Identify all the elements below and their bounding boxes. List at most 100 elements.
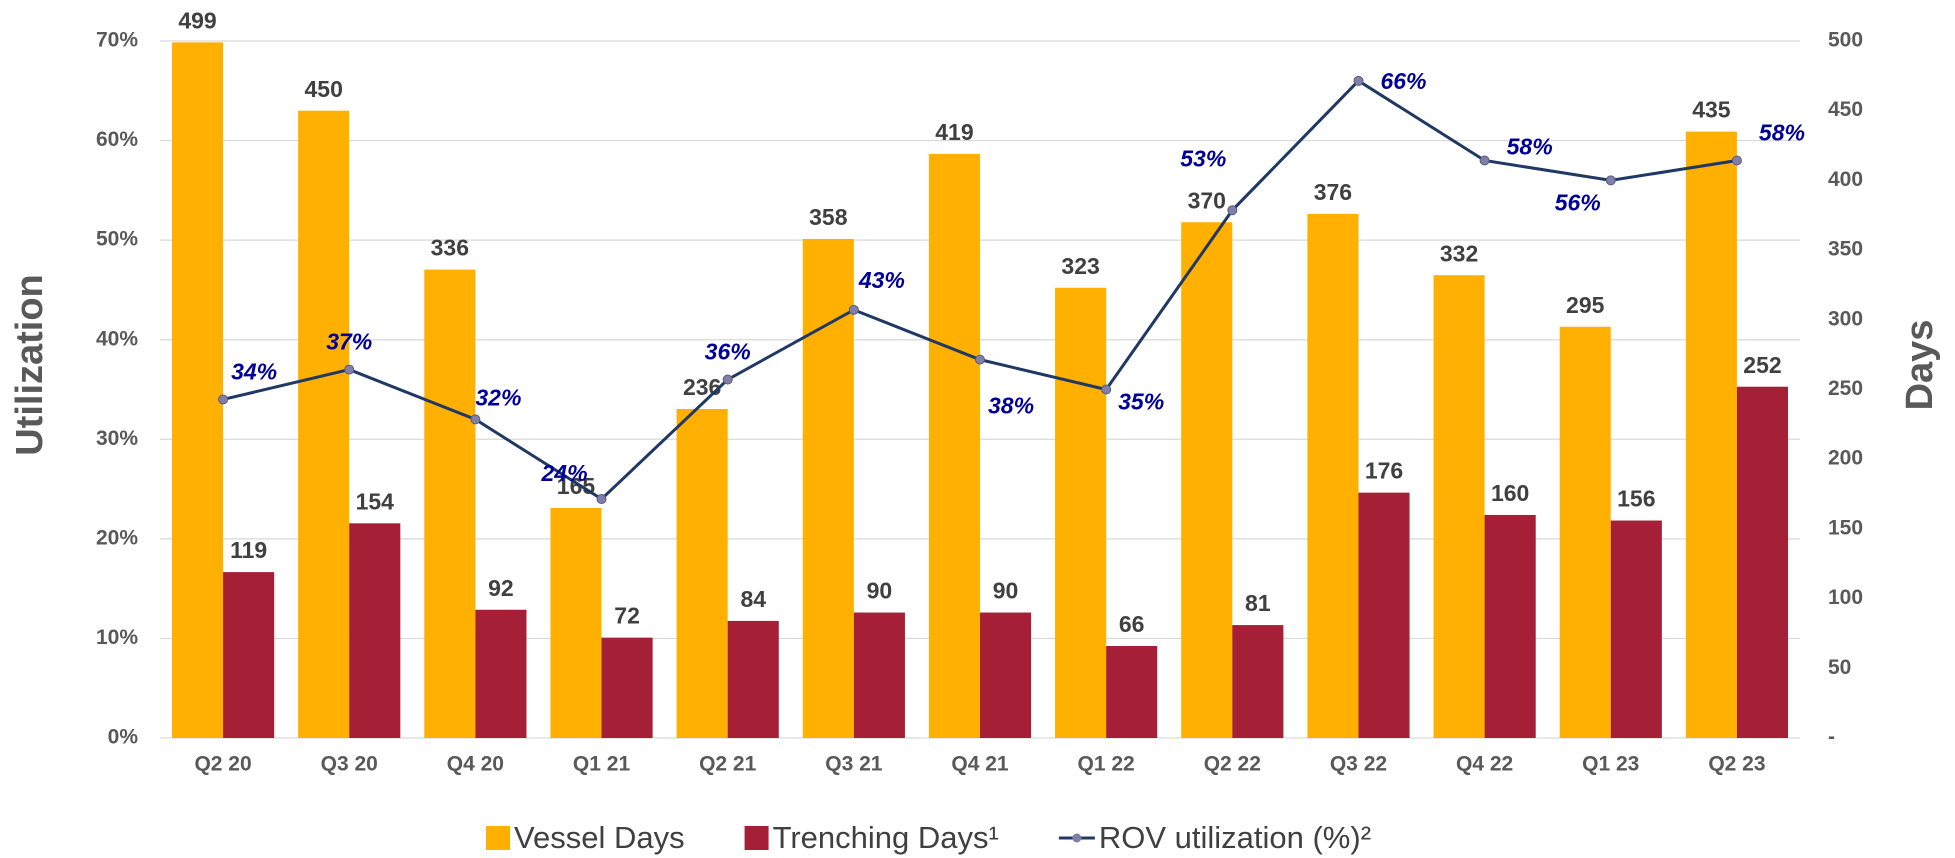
marker (596, 494, 607, 505)
data-label: 154 (356, 488, 395, 514)
x-tick-label: Q4 22 (1456, 753, 1513, 776)
x-tick-label: Q3 21 (825, 753, 883, 776)
bar (1736, 386, 1789, 738)
y-tick-label: 50% (96, 228, 138, 251)
bar (676, 409, 728, 738)
y2-tick-label: 100 (1828, 586, 1863, 609)
x-tick-label: Q4 21 (951, 753, 1009, 776)
x-tick-label: Q2 23 (1708, 753, 1765, 776)
bar (1106, 645, 1158, 738)
x-tick-label: Q1 21 (573, 753, 631, 776)
y-tick-label: 0% (108, 726, 139, 749)
legend-swatch (744, 826, 769, 850)
bar (1484, 514, 1536, 738)
data-label: 36% (705, 339, 751, 365)
marker (1605, 175, 1616, 186)
data-label: 450 (304, 76, 342, 102)
bar (550, 507, 602, 738)
y-tick-label: 70% (96, 29, 138, 52)
y2-tick-label: 350 (1828, 238, 1863, 261)
data-label: 332 (1440, 240, 1478, 266)
data-label: 34% (231, 359, 277, 385)
data-label: 53% (1180, 145, 1226, 171)
legend-swatch (486, 826, 510, 850)
bar (802, 238, 854, 738)
marker (1227, 205, 1238, 216)
bar (1232, 625, 1284, 738)
bar (1055, 287, 1107, 738)
data-label: 358 (809, 204, 848, 230)
x-tick-label: Q1 23 (1582, 753, 1639, 776)
bar (601, 637, 653, 738)
data-label: 84 (740, 586, 766, 612)
marker (1731, 155, 1742, 166)
bar (1433, 275, 1485, 738)
y2-tick-label: 300 (1828, 307, 1863, 330)
bar (349, 523, 401, 738)
data-label: 370 (1188, 187, 1226, 213)
y-tick-label: 20% (96, 526, 138, 549)
marker (848, 304, 859, 315)
data-label: 90 (993, 578, 1019, 604)
data-label: 32% (475, 384, 521, 410)
marker (1353, 75, 1364, 86)
data-label: 90 (867, 578, 893, 604)
y2-tick-label: 200 (1828, 447, 1863, 470)
y2-tick-label: 150 (1828, 516, 1863, 539)
y2-tick-label: 400 (1828, 168, 1863, 191)
data-label: 499 (178, 7, 216, 33)
data-label: 72 (614, 603, 640, 629)
bar (1685, 131, 1737, 739)
data-label: 165 (557, 473, 596, 499)
y2-tick-label: 50 (1828, 656, 1851, 679)
data-label: 376 (1314, 179, 1352, 205)
data-label: 419 (935, 119, 973, 145)
data-label: 236 (683, 374, 721, 400)
y2-tick-label: 500 (1828, 29, 1863, 52)
bar (1358, 492, 1410, 738)
bar (223, 572, 275, 738)
bar (928, 153, 980, 738)
data-label: 336 (431, 235, 469, 261)
data-label: 66% (1380, 68, 1426, 94)
bar (424, 269, 476, 738)
y-tick-label: 10% (96, 626, 138, 649)
data-label: 58% (1507, 134, 1553, 160)
x-tick-label: Q2 20 (194, 753, 251, 776)
x-tick-label: Q3 20 (321, 753, 378, 776)
data-label: 35% (1118, 389, 1164, 415)
bar (853, 612, 905, 738)
bar (1307, 213, 1359, 738)
bar (980, 612, 1032, 738)
marker (344, 364, 355, 375)
y2-axis-label: Days (1899, 320, 1941, 411)
y-axis-label: Utilization (9, 274, 51, 456)
marker (722, 374, 733, 385)
y2-tick-label: 250 (1828, 377, 1863, 400)
legend-label: ROV utilization (%)² (1099, 820, 1371, 855)
data-label: 176 (1365, 458, 1403, 484)
data-label: 58% (1759, 120, 1805, 146)
marker (1479, 155, 1490, 166)
data-label: 160 (1491, 480, 1529, 506)
x-tick-label: Q2 22 (1204, 753, 1261, 776)
data-label: 43% (858, 267, 905, 293)
bar (1610, 520, 1662, 738)
legend-label: Trenching Days¹ (773, 820, 999, 855)
bar (1181, 222, 1233, 739)
y2-tick-label: - (1828, 726, 1835, 749)
bar (727, 620, 779, 738)
y-tick-label: 30% (96, 427, 138, 450)
bar (298, 110, 350, 738)
data-label: 295 (1566, 292, 1605, 318)
bar (1559, 326, 1611, 738)
legend-label: Vessel Days (514, 820, 685, 855)
x-tick-label: Q4 20 (447, 753, 504, 776)
data-label: 38% (988, 393, 1034, 419)
y2-tick-label: 450 (1828, 98, 1863, 121)
x-tick-label: Q2 21 (699, 753, 757, 776)
y-tick-label: 40% (96, 327, 138, 350)
x-tick-label: Q1 22 (1078, 753, 1135, 776)
marker (1101, 384, 1112, 395)
